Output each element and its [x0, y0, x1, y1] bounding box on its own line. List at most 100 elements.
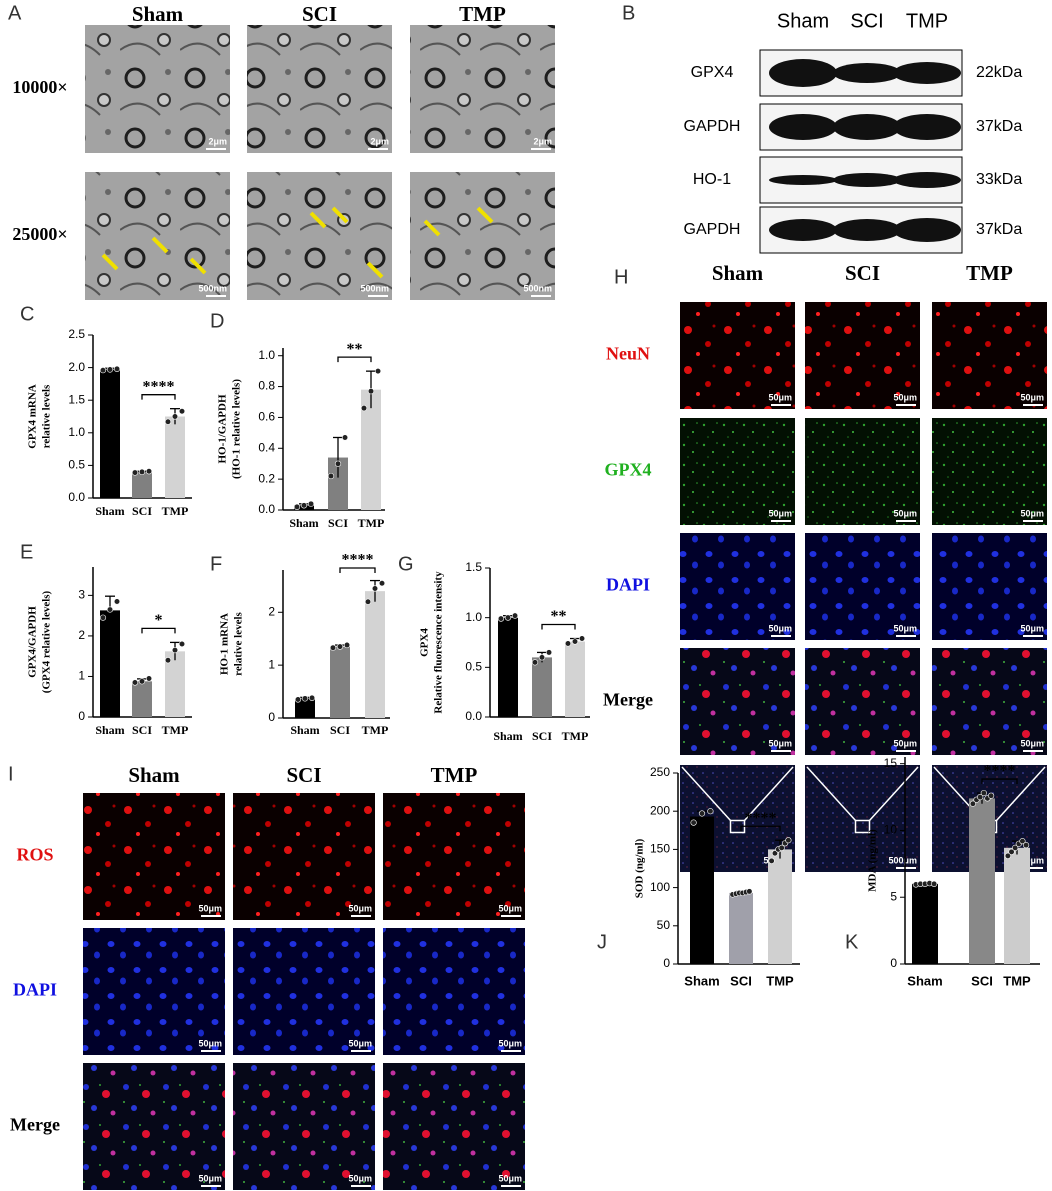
bar	[729, 892, 753, 964]
y-axis-label: GPX4 mRNA	[27, 384, 39, 449]
arrow	[309, 211, 327, 229]
y-axis-label: SOD (ng/ml)	[634, 838, 646, 898]
y-tick-label: 2.5	[68, 327, 85, 341]
scale-bar-label: 50μm	[893, 508, 917, 518]
arrow	[331, 206, 349, 224]
row-label: ROS	[16, 845, 53, 865]
data-point	[300, 502, 308, 509]
data-point	[145, 468, 153, 475]
panel-letter: G	[398, 553, 414, 575]
micrograph	[932, 648, 1047, 755]
protein-label: GAPDH	[684, 221, 741, 238]
data-point	[307, 500, 315, 507]
blot-band	[833, 63, 901, 83]
row-label: 25000×	[12, 224, 67, 244]
significance-label: ****	[342, 552, 374, 569]
data-point	[106, 606, 114, 613]
significance-bracket	[141, 627, 176, 634]
micrograph	[83, 793, 225, 920]
data-point	[308, 694, 316, 702]
scale-bar-label: 50μm	[348, 903, 372, 913]
inset-line	[868, 766, 919, 822]
data-point	[531, 659, 539, 666]
data-point	[106, 366, 114, 373]
x-tick-label: SCI	[132, 723, 152, 737]
row-label: DAPI	[13, 980, 57, 1000]
y-tick-label: 0	[268, 710, 275, 724]
x-tick-label: SCI	[330, 723, 350, 737]
x-tick-label: SCI	[132, 504, 152, 518]
y-tick-label: 0.0	[68, 490, 85, 504]
blot-band	[893, 114, 961, 140]
significance-label: ****	[984, 763, 1016, 780]
data-point	[771, 850, 779, 857]
blot-band	[769, 175, 837, 185]
micrograph	[85, 25, 230, 153]
scale-bar-label: 2μm	[533, 136, 552, 146]
data-point	[778, 844, 785, 851]
data-point	[511, 612, 519, 619]
column-header: TMP	[906, 10, 948, 32]
scale-bar-label: 50μm	[498, 903, 522, 913]
micrograph	[680, 648, 795, 755]
data-point	[131, 679, 139, 686]
data-point	[327, 472, 335, 480]
arrow	[423, 219, 441, 237]
micrograph	[233, 1063, 375, 1190]
scale-bar-label: 50μm	[198, 1173, 222, 1183]
x-tick-label: Sham	[290, 723, 319, 737]
arrow	[189, 257, 207, 275]
y-tick-label: 250	[650, 765, 670, 779]
arrow	[476, 206, 494, 224]
row-label: NeuN	[606, 344, 650, 364]
data-point	[504, 614, 512, 621]
panel-letter: H	[614, 266, 628, 288]
data-point	[113, 598, 121, 605]
y-tick-label: 3	[78, 588, 85, 602]
y-tick-label: 10	[884, 823, 898, 837]
bar	[100, 369, 120, 498]
y-tick-label: 0.4	[258, 440, 275, 454]
y-tick-label: 1	[78, 669, 85, 683]
scale-bar-label: 500nm	[360, 283, 389, 293]
arrow	[151, 236, 169, 254]
scale-bar-label: 50μm	[768, 738, 792, 748]
bar	[532, 657, 552, 717]
y-tick-label: 2.0	[68, 360, 85, 374]
scale-bar-label: 50μm	[1020, 738, 1044, 748]
micrograph	[805, 765, 920, 872]
significance-label: **	[551, 608, 567, 625]
inset-line	[681, 766, 732, 822]
micrograph	[932, 302, 1047, 409]
micrograph	[680, 302, 795, 409]
significance-bracket	[981, 778, 1018, 785]
inset-line	[743, 766, 794, 822]
scale-bar-label: 500nm	[198, 283, 227, 293]
y-axis-label: MDA (ng/ml)	[867, 829, 879, 892]
column-header: Sham	[712, 261, 764, 285]
y-axis-label: (GPX4 relative levels)	[41, 590, 53, 693]
micrograph	[247, 172, 392, 300]
significance-bracket	[541, 623, 576, 630]
significance-bracket	[740, 825, 781, 832]
micrograph	[410, 172, 555, 300]
y-tick-label: 15	[884, 756, 898, 770]
scale-bar-label: 50μm	[768, 508, 792, 518]
data-point	[301, 695, 309, 702]
data-point	[293, 503, 301, 511]
micrograph	[410, 25, 555, 153]
x-tick-label: TMP	[162, 504, 189, 518]
scale-bar-label: 50μm	[498, 1038, 522, 1048]
y-tick-label: 0.0	[465, 709, 482, 723]
blot-band	[833, 173, 901, 187]
y-tick-label: 1.0	[68, 425, 85, 439]
y-axis-label: Relative fluorescence intensity	[433, 571, 445, 714]
data-point	[171, 647, 179, 654]
y-tick-label: 0.8	[258, 379, 275, 393]
data-point	[969, 800, 977, 807]
data-point	[1012, 844, 1019, 851]
data-point	[164, 418, 172, 425]
data-point	[164, 657, 172, 664]
size-label: 37kDa	[976, 221, 1022, 238]
